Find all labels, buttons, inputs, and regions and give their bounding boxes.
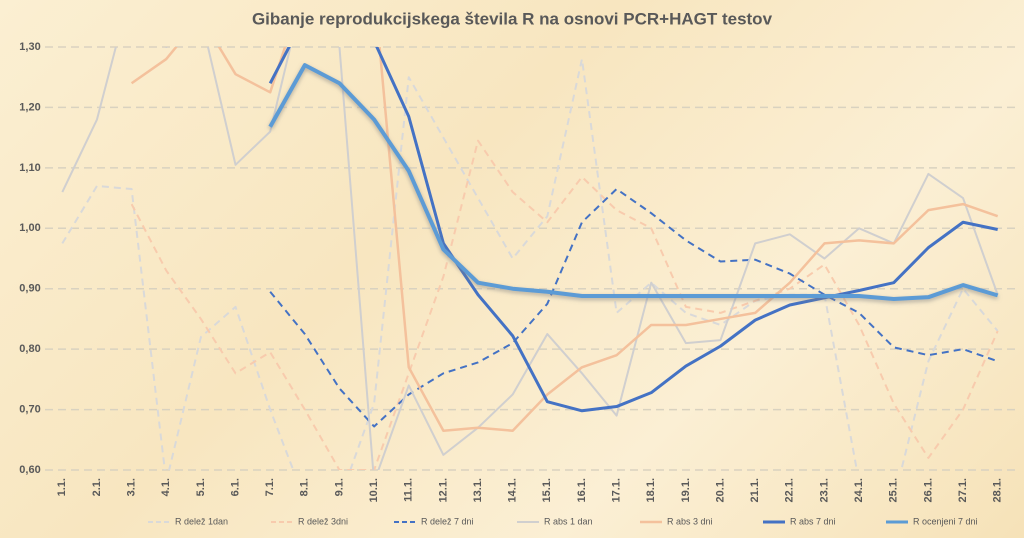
legend-label: R delež 3dni [298, 516, 348, 526]
y-tick-label: 0,60 [19, 464, 40, 476]
x-tick-label: 7.1. [264, 478, 276, 496]
x-tick-label: 18.1. [645, 478, 657, 502]
chart-title: Gibanje reprodukcijskega števila R na os… [252, 9, 773, 28]
x-tick-label: 24.1. [853, 478, 865, 502]
series-line [268, 63, 999, 301]
legend-label: R ocenjeni 7 dni [913, 516, 978, 526]
legend-label: R abs 7 dni [790, 516, 836, 526]
series-line [268, 47, 998, 413]
x-tick-label: 19.1. [680, 478, 692, 502]
x-tick-label: 16.1. [576, 478, 588, 502]
x-tick-label: 15.1. [541, 478, 553, 502]
x-tick-label: 23.1. [818, 478, 830, 502]
series-line [130, 47, 999, 432]
x-tick-label: 11.1. [403, 478, 415, 502]
x-tick-label: 5.1. [195, 478, 207, 496]
x-tick-label: 8.1. [299, 478, 311, 496]
x-tick-label: 17.1. [611, 478, 623, 502]
y-tick-label: 0,70 [19, 403, 40, 415]
x-tick-label: 21.1. [749, 478, 761, 502]
legend-label: R delež 7 dni [421, 516, 474, 526]
y-tick-label: 1,10 [19, 162, 40, 174]
y-tick-label: 0,90 [19, 283, 40, 295]
x-tick-label: 13.1. [472, 478, 484, 502]
series-line [269, 188, 999, 428]
x-tick-label: 25.1. [888, 478, 900, 502]
x-tick-label: 1.1. [56, 478, 68, 496]
legend-label: R abs 1 dan [544, 516, 593, 526]
y-tick-label: 0,80 [19, 343, 40, 355]
y-tick-label: 1,20 [19, 101, 40, 113]
x-tick-label: 28.1. [992, 478, 1004, 502]
x-tick-label: 14.1. [507, 478, 519, 502]
series-line [61, 58, 999, 470]
x-tick-label: 10.1. [368, 478, 380, 502]
series-line [61, 47, 999, 470]
x-tick-label: 3.1. [126, 478, 138, 496]
y-tick-label: 1,30 [19, 41, 40, 53]
legend-label: R abs 3 dni [667, 516, 713, 526]
legend-label: R delež 1dan [175, 516, 228, 526]
series-line [130, 139, 999, 470]
y-tick-label: 1,00 [19, 222, 40, 234]
x-tick-label: 9.1. [333, 478, 345, 496]
x-tick-label: 6.1. [229, 478, 241, 496]
x-tick-label: 27.1. [957, 478, 969, 502]
x-tick-label: 26.1. [922, 478, 934, 502]
x-tick-label: 2.1. [91, 478, 103, 496]
x-tick-label: 4.1. [160, 478, 172, 496]
x-tick-label: 20.1. [714, 478, 726, 502]
x-tick-label: 22.1. [784, 478, 796, 502]
x-tick-label: 12.1. [437, 478, 449, 502]
